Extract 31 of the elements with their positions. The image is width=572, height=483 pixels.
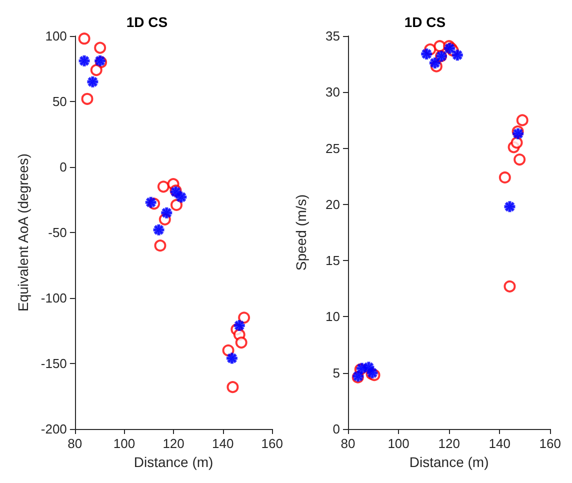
y-axis-title: Speed (m/s) xyxy=(293,194,309,271)
y-tick-label: 100 xyxy=(45,28,67,44)
y-tick-label: 30 xyxy=(326,84,340,100)
y-tick-label: 25 xyxy=(326,140,340,156)
x-tick-label: 140 xyxy=(488,436,510,451)
y-tick-label: 5 xyxy=(332,365,340,380)
x-tick-label: 80 xyxy=(340,436,356,451)
x-tick-label: 120 xyxy=(162,436,184,451)
x-axis-title: Distance (m) xyxy=(134,454,214,470)
x-tick-label: 140 xyxy=(212,436,234,451)
x-tick-label: 80 xyxy=(68,436,82,451)
y-tick-label: -50 xyxy=(48,225,67,240)
y-tick-label: -100 xyxy=(40,290,67,306)
y-tick-label: -150 xyxy=(40,356,67,371)
y-tick-label: 20 xyxy=(326,196,340,212)
chart-title: 1D CS xyxy=(404,14,446,30)
x-tick-label: 160 xyxy=(261,436,284,451)
y-tick-label: -200 xyxy=(40,422,67,436)
y-tick-label: 50 xyxy=(52,94,67,109)
x-tick-label: 100 xyxy=(113,436,136,451)
y-tick-label: 0 xyxy=(60,160,67,174)
y-tick-label: 15 xyxy=(326,253,340,268)
x-tick-label: 100 xyxy=(388,436,410,451)
x-tick-label: 120 xyxy=(438,436,460,451)
x-tick-label: 160 xyxy=(539,436,562,451)
chart-title: 1D CS xyxy=(126,14,168,30)
x-axis-title: Distance (m) xyxy=(409,454,489,470)
y-tick-label: 35 xyxy=(326,28,340,44)
y-axis-title: Equivalent AoA (degrees) xyxy=(15,154,31,312)
y-tick-label: 10 xyxy=(326,309,340,324)
y-tick-label: 0 xyxy=(332,422,340,436)
